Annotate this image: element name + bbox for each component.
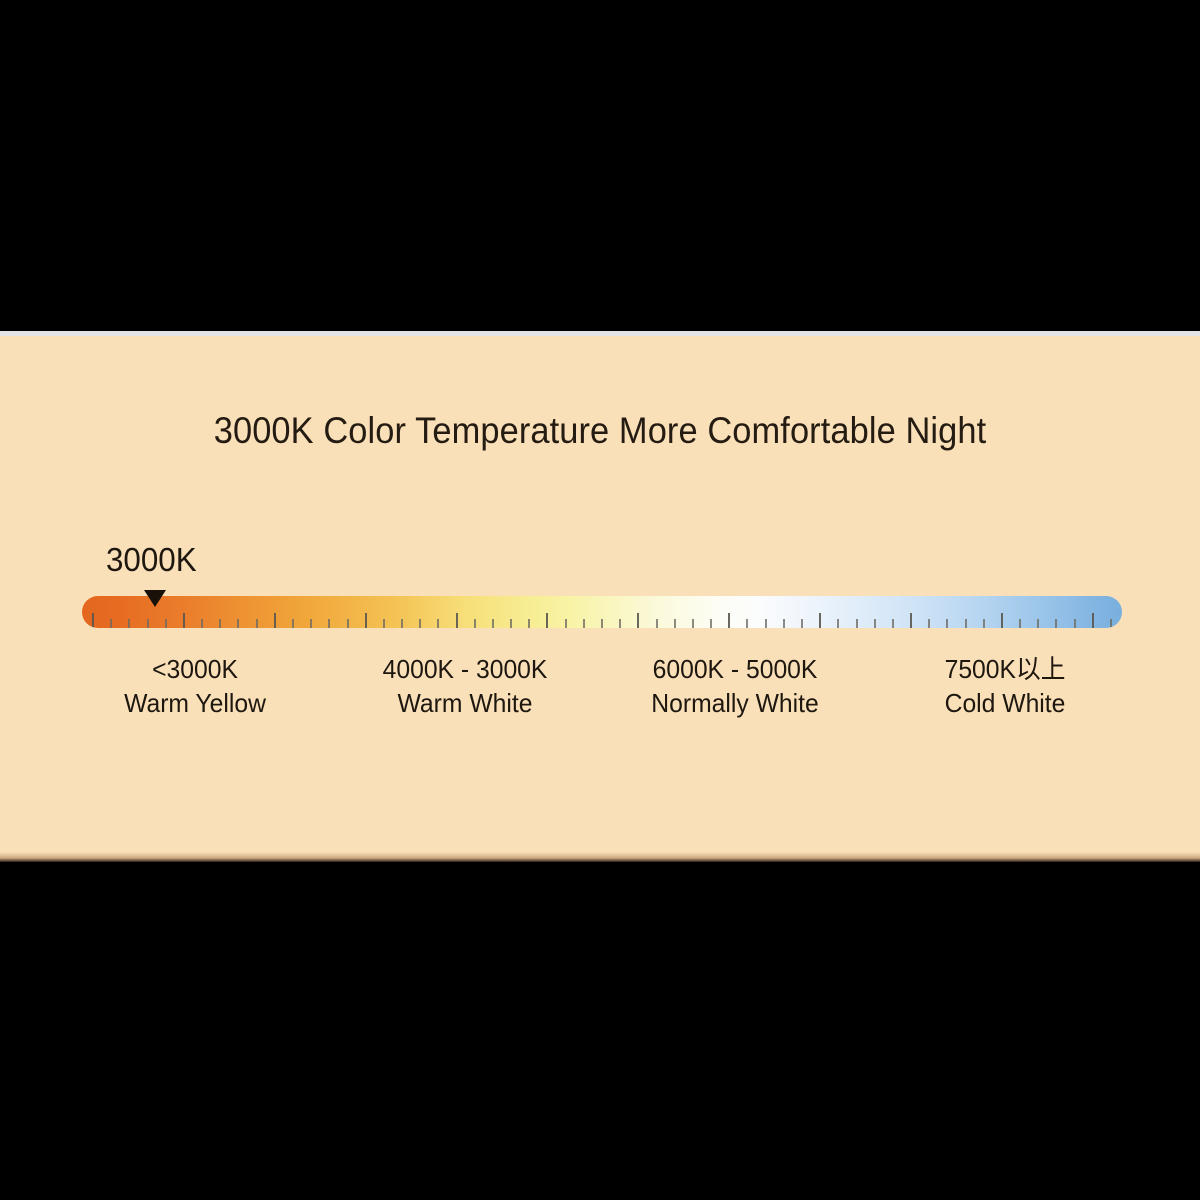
scale-tick-minor — [110, 619, 113, 628]
scale-tick-minor — [928, 619, 931, 628]
scale-tick-major — [455, 613, 458, 628]
scale-tick-minor — [746, 619, 749, 628]
letterbox-top — [0, 0, 1200, 331]
color-temperature-scale[interactable] — [82, 596, 1122, 628]
scale-tick-minor — [528, 619, 531, 628]
scale-tick-minor — [328, 619, 331, 628]
scale-tick-minor — [564, 619, 567, 628]
current-temperature-marker-icon — [143, 590, 166, 607]
scale-tick-major — [546, 613, 549, 628]
scale-tick-major — [364, 613, 367, 628]
scale-tick-minor — [837, 619, 840, 628]
legend-item: 4000K - 3000K Warm White — [330, 652, 600, 720]
legend-item: <3000K Warm Yellow — [60, 652, 330, 720]
scale-tick-minor — [964, 619, 967, 628]
legend-item: 7500K以上 Cold White — [870, 652, 1140, 720]
scale-tick-minor — [1055, 619, 1058, 628]
color-temperature-gradient-bar[interactable] — [82, 596, 1122, 628]
scale-tick-minor — [437, 619, 440, 628]
scale-tick-minor — [164, 619, 167, 628]
scale-tick-minor — [419, 619, 422, 628]
legend-item: 6000K - 5000K Normally White — [600, 652, 870, 720]
scale-tick-minor — [1110, 619, 1112, 628]
scale-tick-major — [1000, 613, 1003, 628]
legend-range: 6000K - 5000K — [652, 654, 818, 684]
scale-tick-minor — [219, 619, 222, 628]
legend-name: Normally White — [651, 688, 819, 718]
scale-tick-minor — [655, 619, 658, 628]
scale-tick-major — [910, 613, 913, 628]
scale-tick-major — [92, 613, 94, 628]
legend-range: 4000K - 3000K — [382, 654, 548, 684]
scale-tick-major — [637, 613, 640, 628]
scale-tick-minor — [310, 619, 313, 628]
scale-tick-minor — [473, 619, 476, 628]
scale-tick-major — [728, 613, 731, 628]
scale-tick-minor — [800, 619, 803, 628]
scale-tick-minor — [201, 619, 204, 628]
scale-tick-minor — [346, 619, 349, 628]
scale-tick-minor — [1073, 619, 1076, 628]
legend: <3000K Warm Yellow 4000K - 3000K Warm Wh… — [60, 652, 1140, 720]
scale-tick-minor — [510, 619, 513, 628]
scale-tick-minor — [873, 619, 876, 628]
scale-tick-minor — [691, 619, 694, 628]
legend-name: Warm Yellow — [124, 688, 266, 718]
scale-tick-minor — [601, 619, 603, 628]
legend-name: Cold White — [944, 688, 1066, 718]
scale-tick-minor — [946, 619, 949, 628]
scale-tick-minor — [582, 619, 585, 628]
scale-tick-minor — [619, 619, 622, 628]
letterbox-bottom — [0, 862, 1200, 1200]
legend-range: 7500K以上 — [944, 654, 1066, 684]
scale-tick-minor — [855, 619, 858, 628]
scale-tick-minor — [401, 619, 404, 628]
scale-tick-minor — [128, 619, 131, 628]
scale-tick-minor — [710, 619, 713, 628]
scale-tick-minor — [382, 619, 385, 628]
scale-tick-minor — [491, 619, 494, 628]
legend-name: Warm White — [397, 688, 533, 718]
scale-tick-minor — [1037, 619, 1040, 628]
scale-tick-minor — [1019, 619, 1022, 628]
scale-tick-major — [273, 613, 276, 628]
scale-tick-minor — [237, 619, 240, 628]
scale-tick-major — [819, 613, 822, 628]
scale-tick-minor — [764, 619, 767, 628]
scale-tick-minor — [982, 619, 985, 628]
scale-ticks — [82, 596, 1122, 628]
scale-tick-minor — [891, 619, 894, 628]
scale-tick-minor — [673, 619, 676, 628]
legend-range: <3000K — [152, 654, 238, 684]
scale-tick-major — [182, 613, 185, 628]
scale-tick-minor — [291, 619, 294, 628]
page-title: 3000K Color Temperature More Comfortable… — [213, 410, 987, 451]
panel-bottom-shadow — [0, 852, 1200, 862]
scale-tick-minor — [255, 619, 258, 628]
panel-top-divider — [0, 331, 1200, 336]
scale-tick-major — [1091, 613, 1094, 628]
current-temperature-label: 3000K — [106, 541, 197, 578]
scale-tick-minor — [782, 619, 785, 628]
scale-tick-minor — [146, 619, 149, 628]
